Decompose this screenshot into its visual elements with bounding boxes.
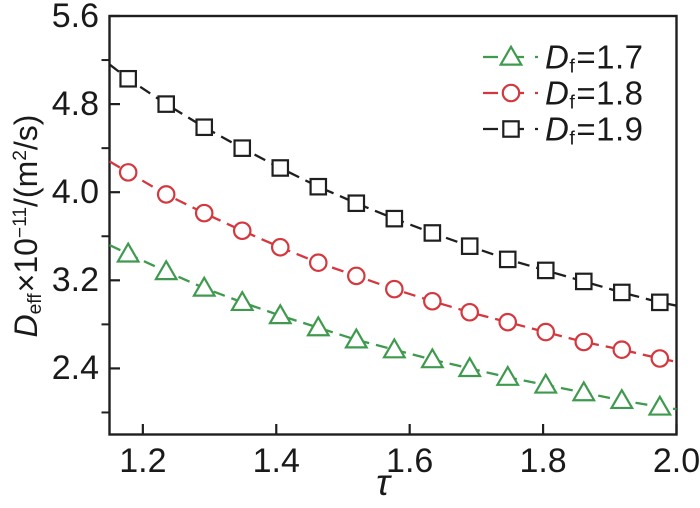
triangle-marker-icon xyxy=(192,275,217,297)
y-tick-label: 3.2 xyxy=(51,261,99,300)
y-tick-label: 5.6 xyxy=(51,0,99,35)
triangle-marker-icon xyxy=(344,327,369,349)
legend-label-df-1.9: Df=1.9 xyxy=(545,110,644,149)
circle-marker-icon xyxy=(612,340,632,359)
square-marker-icon xyxy=(574,272,593,291)
triangle-marker-icon xyxy=(647,394,673,416)
series-df-1.8 xyxy=(108,160,677,368)
y-label-unit-close: /s) xyxy=(8,114,44,151)
square-marker-icon xyxy=(460,237,479,255)
legend-symbol: D xyxy=(545,74,570,112)
circle-marker-icon xyxy=(156,185,176,204)
x-tick-label: 2.0 xyxy=(652,442,700,480)
y-label-subscript: eff xyxy=(25,293,47,315)
y-tick-label: 4.0 xyxy=(51,173,99,212)
circle-marker-icon xyxy=(347,266,366,286)
x-tick-label: 1.2 xyxy=(119,442,167,480)
legend-label-df-1.8: Df=1.8 xyxy=(545,74,644,113)
legend-square-marker-icon xyxy=(502,120,520,138)
circle-marker-icon xyxy=(650,349,670,368)
circle-marker-icon xyxy=(118,163,138,182)
legend-symbol-sub: f xyxy=(569,55,576,78)
square-marker-icon xyxy=(613,283,631,302)
triangle-marker-icon xyxy=(533,372,558,394)
square-marker-icon xyxy=(309,177,328,196)
square-marker-icon xyxy=(195,118,214,137)
series-df-1.7 xyxy=(109,241,677,416)
triangle-marker-icon xyxy=(230,289,255,312)
y-label-symbol: D xyxy=(8,314,44,338)
circle-marker-icon xyxy=(194,203,214,223)
plot-frame xyxy=(108,14,678,436)
legend-value: =1.8 xyxy=(576,74,644,112)
y-label-exponent: −11 xyxy=(10,206,32,239)
legend-value: =1.7 xyxy=(576,38,644,76)
y-label-times: ×10 xyxy=(8,238,44,293)
square-marker-icon xyxy=(385,209,404,228)
circle-marker-icon xyxy=(460,302,480,322)
x-tick-label: 1.6 xyxy=(386,442,434,480)
y-label-unit: /(m xyxy=(8,160,44,207)
square-marker-icon xyxy=(498,250,517,269)
triangle-marker-icon xyxy=(306,315,331,337)
triangle-marker-icon xyxy=(115,241,141,263)
legend-value: =1.9 xyxy=(576,110,644,148)
legend-symbol-sub: f xyxy=(569,127,576,150)
triangle-marker-icon xyxy=(457,356,482,378)
legend-symbol: D xyxy=(545,110,570,148)
series-line-df-1.7 xyxy=(109,244,677,411)
circle-marker-icon xyxy=(270,237,290,257)
triangle-marker-icon xyxy=(571,380,596,402)
series-df-1.9 xyxy=(108,63,677,312)
legend-symbol: D xyxy=(545,38,570,76)
square-marker-icon xyxy=(233,139,252,157)
square-marker-icon xyxy=(536,261,555,280)
circle-marker-icon xyxy=(498,312,518,332)
circle-marker-icon xyxy=(574,332,594,352)
legend-label-df-1.7: Df=1.7 xyxy=(545,38,644,77)
x-axis-label: τ xyxy=(376,464,390,501)
y-tick-label: 4.8 xyxy=(51,85,99,124)
tau-symbol: τ xyxy=(376,462,390,503)
legend-triangle-marker-icon xyxy=(498,44,524,66)
triangle-marker-icon xyxy=(420,347,445,369)
square-marker-icon xyxy=(347,194,366,213)
square-marker-icon xyxy=(651,293,669,312)
circle-marker-icon xyxy=(423,291,442,311)
x-tick-label: 1.8 xyxy=(519,442,567,480)
legend-symbol-sub: f xyxy=(569,91,576,114)
legend-circle-marker-icon xyxy=(501,83,521,103)
square-marker-icon xyxy=(157,95,175,113)
triangle-marker-icon xyxy=(609,387,635,410)
triangle-marker-icon xyxy=(153,259,179,281)
x-tick-label: 1.4 xyxy=(252,442,300,480)
circle-marker-icon xyxy=(385,279,404,299)
y-axis-label: Deff×10−11/(m2/s) xyxy=(8,114,46,338)
series-line-df-1.8 xyxy=(108,160,677,363)
y-tick-label: 2.4 xyxy=(51,349,99,388)
circle-marker-icon xyxy=(536,322,556,342)
circle-marker-icon xyxy=(232,221,252,241)
y-label-unit-exponent: 2 xyxy=(10,150,32,161)
square-marker-icon xyxy=(271,159,290,177)
triangle-marker-icon xyxy=(382,337,407,359)
circle-marker-icon xyxy=(308,253,328,272)
triangle-marker-icon xyxy=(495,364,520,386)
square-marker-icon xyxy=(423,224,442,242)
triangle-marker-icon xyxy=(268,303,293,325)
square-marker-icon xyxy=(119,69,137,88)
